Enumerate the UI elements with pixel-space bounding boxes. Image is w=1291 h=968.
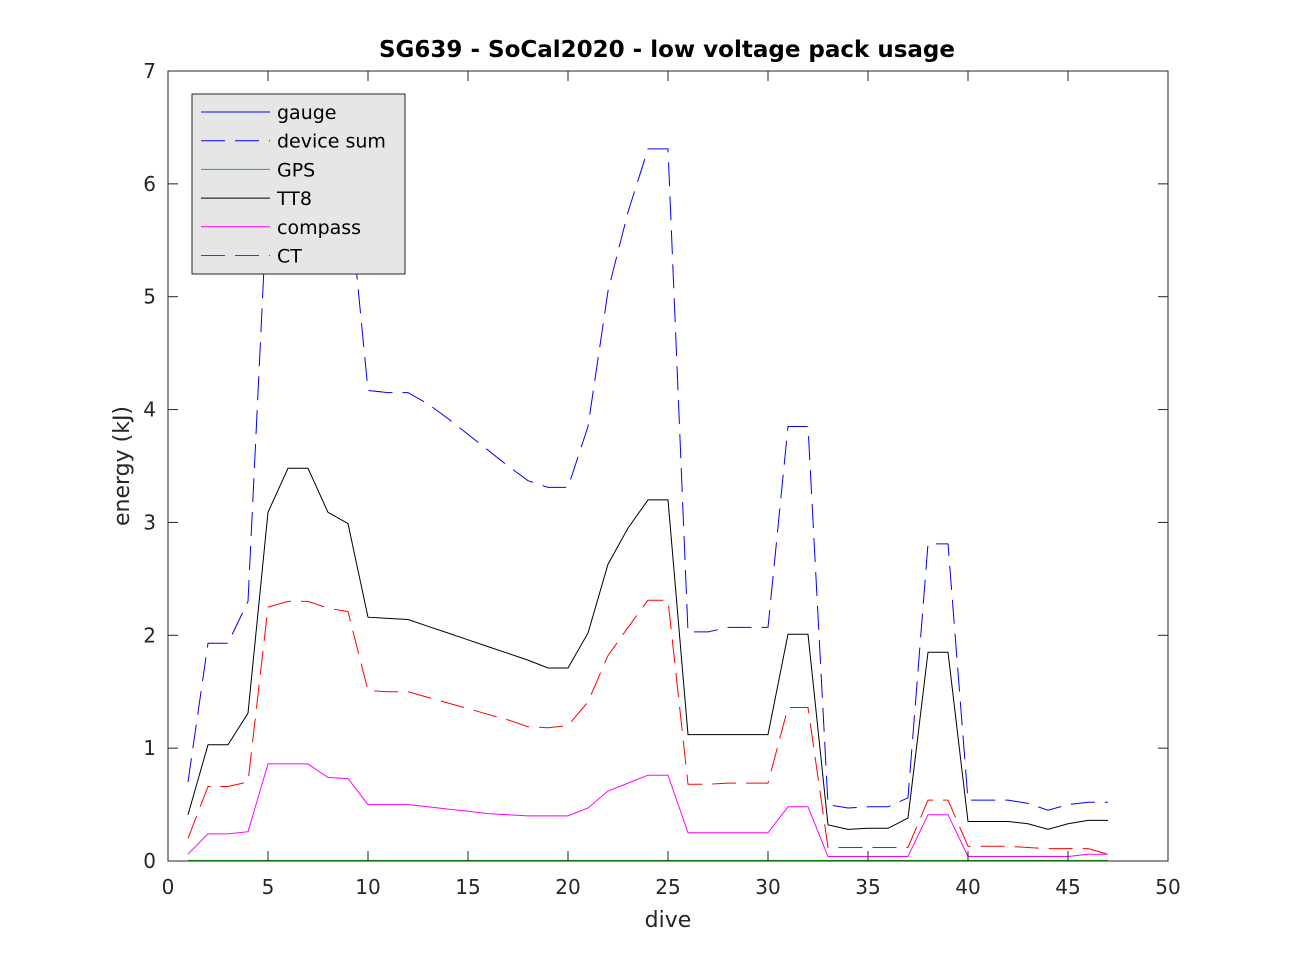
x-tick-label: 40 xyxy=(955,875,980,899)
y-tick-label: 7 xyxy=(143,59,156,83)
y-tick-label: 2 xyxy=(143,623,156,647)
x-tick-label: 5 xyxy=(262,875,275,899)
x-axis-label: dive xyxy=(645,908,692,933)
x-tick-label: 10 xyxy=(355,875,380,899)
x-tick-label: 50 xyxy=(1155,875,1180,899)
y-tick-label: 3 xyxy=(143,510,156,534)
y-tick-label: 5 xyxy=(143,285,156,309)
x-tick-label: 30 xyxy=(755,875,780,899)
legend-label-device-sum: device sum xyxy=(277,131,386,153)
legend-label-tt8: TT8 xyxy=(276,188,312,210)
series-line-ct xyxy=(187,599,1109,855)
x-tick-label: 20 xyxy=(555,875,580,899)
legend-label-ct: CT xyxy=(277,246,302,268)
legend-label-gauge: gauge xyxy=(277,102,337,124)
legend-label-gps: GPS xyxy=(277,159,315,181)
chart-title: SG639 - SoCal2020 - low voltage pack usa… xyxy=(379,37,955,63)
x-tick-label: 25 xyxy=(655,875,680,899)
x-tick-label: 0 xyxy=(162,875,175,899)
legend-label-compass: compass xyxy=(277,217,361,239)
x-tick-label: 45 xyxy=(1055,875,1080,899)
x-tick-label: 35 xyxy=(855,875,880,899)
y-axis-ticks: 0 1 2 3 4 5 6 7 xyxy=(143,59,1168,873)
y-tick-label: 0 xyxy=(143,849,156,873)
y-tick-label: 6 xyxy=(143,172,156,196)
legend-items: gauge device sum GPS TT8 compass CT xyxy=(201,102,386,268)
y-tick-label: 1 xyxy=(143,736,156,760)
x-axis-ticks: 0 5 10 15 20 25 30 35 40 45 50 xyxy=(162,71,1181,899)
legend: gauge device sum GPS TT8 compass CT xyxy=(191,93,406,275)
x-tick-label: 15 xyxy=(455,875,480,899)
y-axis-label: energy (kJ) xyxy=(110,406,135,526)
series-line-compass xyxy=(187,763,1108,857)
y-tick-label: 4 xyxy=(143,398,156,422)
legend-box xyxy=(191,93,406,275)
series-line-tt8 xyxy=(187,467,1108,830)
